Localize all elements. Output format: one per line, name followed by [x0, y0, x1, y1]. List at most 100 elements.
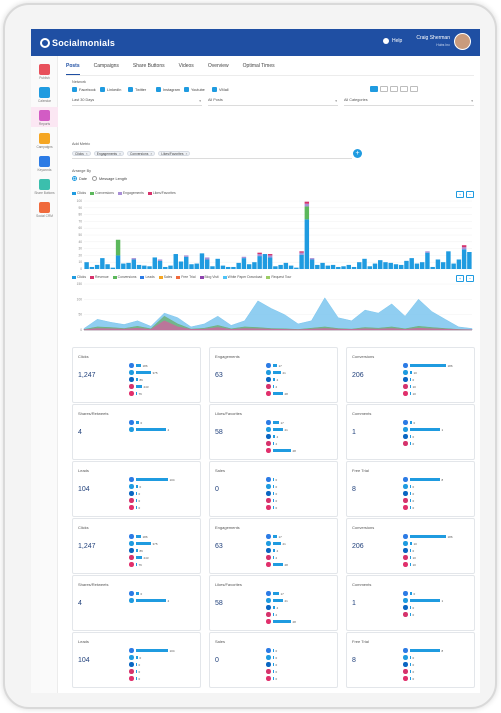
bar-clicks[interactable]: [89, 266, 95, 269]
legend-item[interactable]: Clicks: [72, 275, 86, 279]
sidebar-item-5[interactable]: Share Buttons: [31, 176, 58, 196]
bar-engagements[interactable]: [157, 259, 163, 261]
bar-clicks[interactable]: [288, 265, 294, 269]
bar-clicks[interactable]: [446, 251, 451, 269]
sidebar-item-1[interactable]: Calendar: [31, 84, 58, 104]
bar-clicks[interactable]: [184, 256, 189, 269]
bar-clicks[interactable]: [346, 264, 352, 269]
bar-clicks[interactable]: [378, 260, 383, 269]
bar-clicks[interactable]: [388, 262, 393, 269]
bar-clicks[interactable]: [404, 260, 409, 269]
tab-5[interactable]: Optimal Times: [242, 63, 275, 69]
bar-conversions[interactable]: [115, 239, 121, 256]
metric-chip[interactable]: Likes/Favorites ×: [158, 151, 191, 156]
zoom-in-button-2[interactable]: +: [456, 275, 464, 282]
bar-clicks[interactable]: [325, 265, 331, 269]
bar-clicks[interactable]: [142, 265, 147, 269]
legend-item[interactable]: Conversions: [112, 275, 136, 279]
sidebar-item-0[interactable]: Publish: [31, 61, 58, 81]
bar-clicks[interactable]: [414, 263, 420, 269]
bar-clicks[interactable]: [84, 262, 89, 269]
metric-card[interactable]: Sales 0 0 0 0 0 0: [209, 461, 338, 517]
bar-clicks[interactable]: [199, 253, 205, 269]
list-view-button[interactable]: [370, 86, 378, 92]
bar-engagements[interactable]: [204, 257, 210, 260]
bar-clicks[interactable]: [294, 267, 299, 269]
bar-clicks[interactable]: [126, 262, 131, 269]
metric-card[interactable]: Comments 1 0 1 0 0: [346, 404, 475, 460]
arrange-radio-0[interactable]: Date: [72, 176, 87, 181]
bar-clicks[interactable]: [383, 262, 388, 269]
legend-item[interactable]: Clicks: [72, 191, 86, 195]
legend-item[interactable]: Engagements: [117, 191, 144, 195]
help-link[interactable]: Help: [383, 38, 402, 44]
bar-clicks[interactable]: [194, 263, 199, 269]
bar-conversions[interactable]: [304, 206, 310, 220]
bar-clicks[interactable]: [372, 263, 378, 269]
legend-item[interactable]: Blog Visit: [199, 275, 219, 279]
bar-clicks[interactable]: [189, 264, 194, 269]
bar-clicks[interactable]: [425, 252, 430, 269]
categories-select[interactable]: All Categories ▾: [344, 98, 474, 106]
metric-card[interactable]: Free Trial 8 8 0 0 0 0: [346, 632, 475, 688]
bar-clicks[interactable]: [409, 258, 414, 269]
bar-engagements[interactable]: [304, 203, 310, 207]
metric-card[interactable]: Engagements 63 17 21 4 2 28: [209, 518, 338, 574]
bar-clicks[interactable]: [451, 263, 456, 269]
bar-clicks[interactable]: [136, 264, 142, 269]
bar-clicks[interactable]: [220, 265, 226, 269]
metric-card[interactable]: Conversions 206 186 10 0 10 10: [346, 518, 475, 574]
app-logo[interactable]: Socialmonials: [40, 37, 115, 48]
bar-clicks[interactable]: [362, 258, 367, 269]
grid-view-button[interactable]: [380, 86, 388, 92]
bar-clicks[interactable]: [320, 262, 325, 269]
metric-card[interactable]: Leads 104 104 0 0 0 0: [72, 632, 201, 688]
bar-clicks[interactable]: [215, 258, 220, 269]
bar-engagements[interactable]: [425, 251, 430, 253]
bar-clicks[interactable]: [231, 266, 236, 269]
sidebar-item-6[interactable]: Social CRM: [31, 199, 58, 219]
bar-clicks[interactable]: [204, 259, 210, 269]
bar-engagements[interactable]: [184, 255, 189, 257]
metric-card[interactable]: Shares/Retweets 4 0 4: [72, 404, 201, 460]
user-menu[interactable]: Craig Sherman Hubs Inc: [414, 35, 450, 47]
metric-chip[interactable]: Conversions ×: [127, 151, 156, 156]
avatar[interactable]: [454, 33, 471, 50]
bar-clicks[interactable]: [393, 264, 399, 269]
bar-clicks[interactable]: [115, 255, 121, 269]
bar-clicks[interactable]: [262, 254, 268, 269]
network-checkbox-0[interactable]: Facebook: [72, 87, 96, 92]
bar-clicks[interactable]: [178, 261, 184, 269]
bar-likes-favorites[interactable]: [267, 254, 273, 256]
legend-item[interactable]: White Paper Download: [222, 275, 262, 279]
bar-clicks[interactable]: [304, 219, 310, 269]
sidebar-item-2[interactable]: Reports: [31, 107, 58, 127]
calendar-view-button[interactable]: [390, 86, 398, 92]
bar-clicks[interactable]: [173, 254, 178, 269]
bar-clicks[interactable]: [309, 259, 315, 269]
metric-card[interactable]: Likes/Favorites 58 17 21 4 2 28: [209, 404, 338, 460]
bar-likes-favorites[interactable]: [461, 245, 467, 248]
bar-clicks[interactable]: [273, 266, 278, 269]
metric-chip[interactable]: Engagements ×: [93, 151, 125, 156]
bar-clicks[interactable]: [252, 262, 257, 269]
sidebar-item-3[interactable]: Campaigns: [31, 130, 58, 150]
legend-item[interactable]: Request Tour: [266, 275, 291, 279]
posts-select[interactable]: All Posts ▾: [208, 98, 338, 106]
metric-chip[interactable]: Clicks ×: [72, 151, 91, 156]
bar-engagements[interactable]: [299, 252, 304, 255]
zoom-out-button[interactable]: −: [466, 191, 474, 198]
bar-clicks[interactable]: [430, 266, 435, 269]
bar-clicks[interactable]: [121, 263, 126, 269]
bar-engagements[interactable]: [131, 258, 137, 260]
print-button[interactable]: [410, 86, 418, 92]
bar-engagements[interactable]: [257, 254, 262, 257]
bar-likes-favorites[interactable]: [257, 252, 262, 255]
network-checkbox-5[interactable]: VMall: [212, 87, 229, 92]
bar-clicks[interactable]: [110, 267, 116, 269]
bar-clicks[interactable]: [257, 256, 262, 269]
bar-clicks[interactable]: [100, 258, 105, 269]
bar-clicks[interactable]: [336, 266, 341, 269]
bar-clicks[interactable]: [157, 260, 163, 269]
metric-card[interactable]: Leads 104 104 0 0 0 0: [72, 461, 201, 517]
